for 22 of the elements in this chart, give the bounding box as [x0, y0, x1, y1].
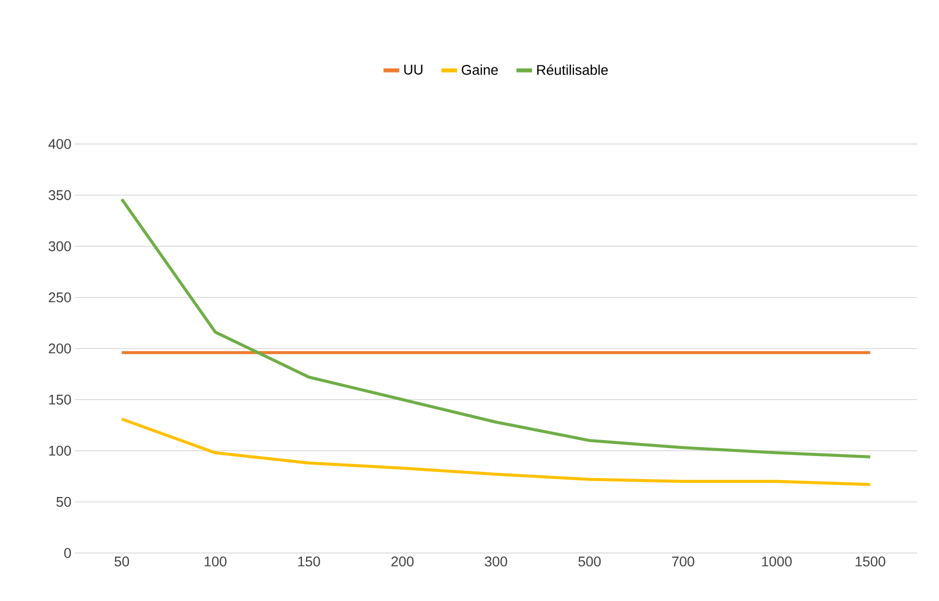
x-tick-label: 1000: [762, 556, 792, 566]
x-tick-label: 100: [204, 556, 226, 566]
x-tick-label: 700: [672, 556, 694, 566]
y-tick-label: 200: [48, 344, 71, 354]
x-tick-label: 300: [484, 556, 508, 566]
y-tick-label: 0: [64, 548, 71, 558]
x-tick-label: 1500: [856, 556, 886, 566]
line-series: [120, 418, 872, 486]
y-tick-label: 300: [48, 241, 71, 252]
legend-label: Réutilisable: [537, 64, 608, 75]
y-tick-label: 250: [48, 292, 71, 302]
y-tick-label: 350: [48, 190, 71, 200]
y-tick-label: 400: [48, 139, 71, 149]
legend-label: Gaine: [462, 64, 498, 75]
x-tick-label: 500: [578, 556, 601, 566]
legend-label: UU: [404, 64, 422, 75]
y-tick-label: 150: [49, 394, 71, 405]
x-tick-label: 200: [391, 556, 414, 566]
x-tick-label: 150: [298, 556, 320, 566]
y-tick-label: 50: [56, 496, 71, 507]
y-tick-label: 100: [49, 446, 71, 456]
x-tick-label: 50: [114, 556, 130, 566]
